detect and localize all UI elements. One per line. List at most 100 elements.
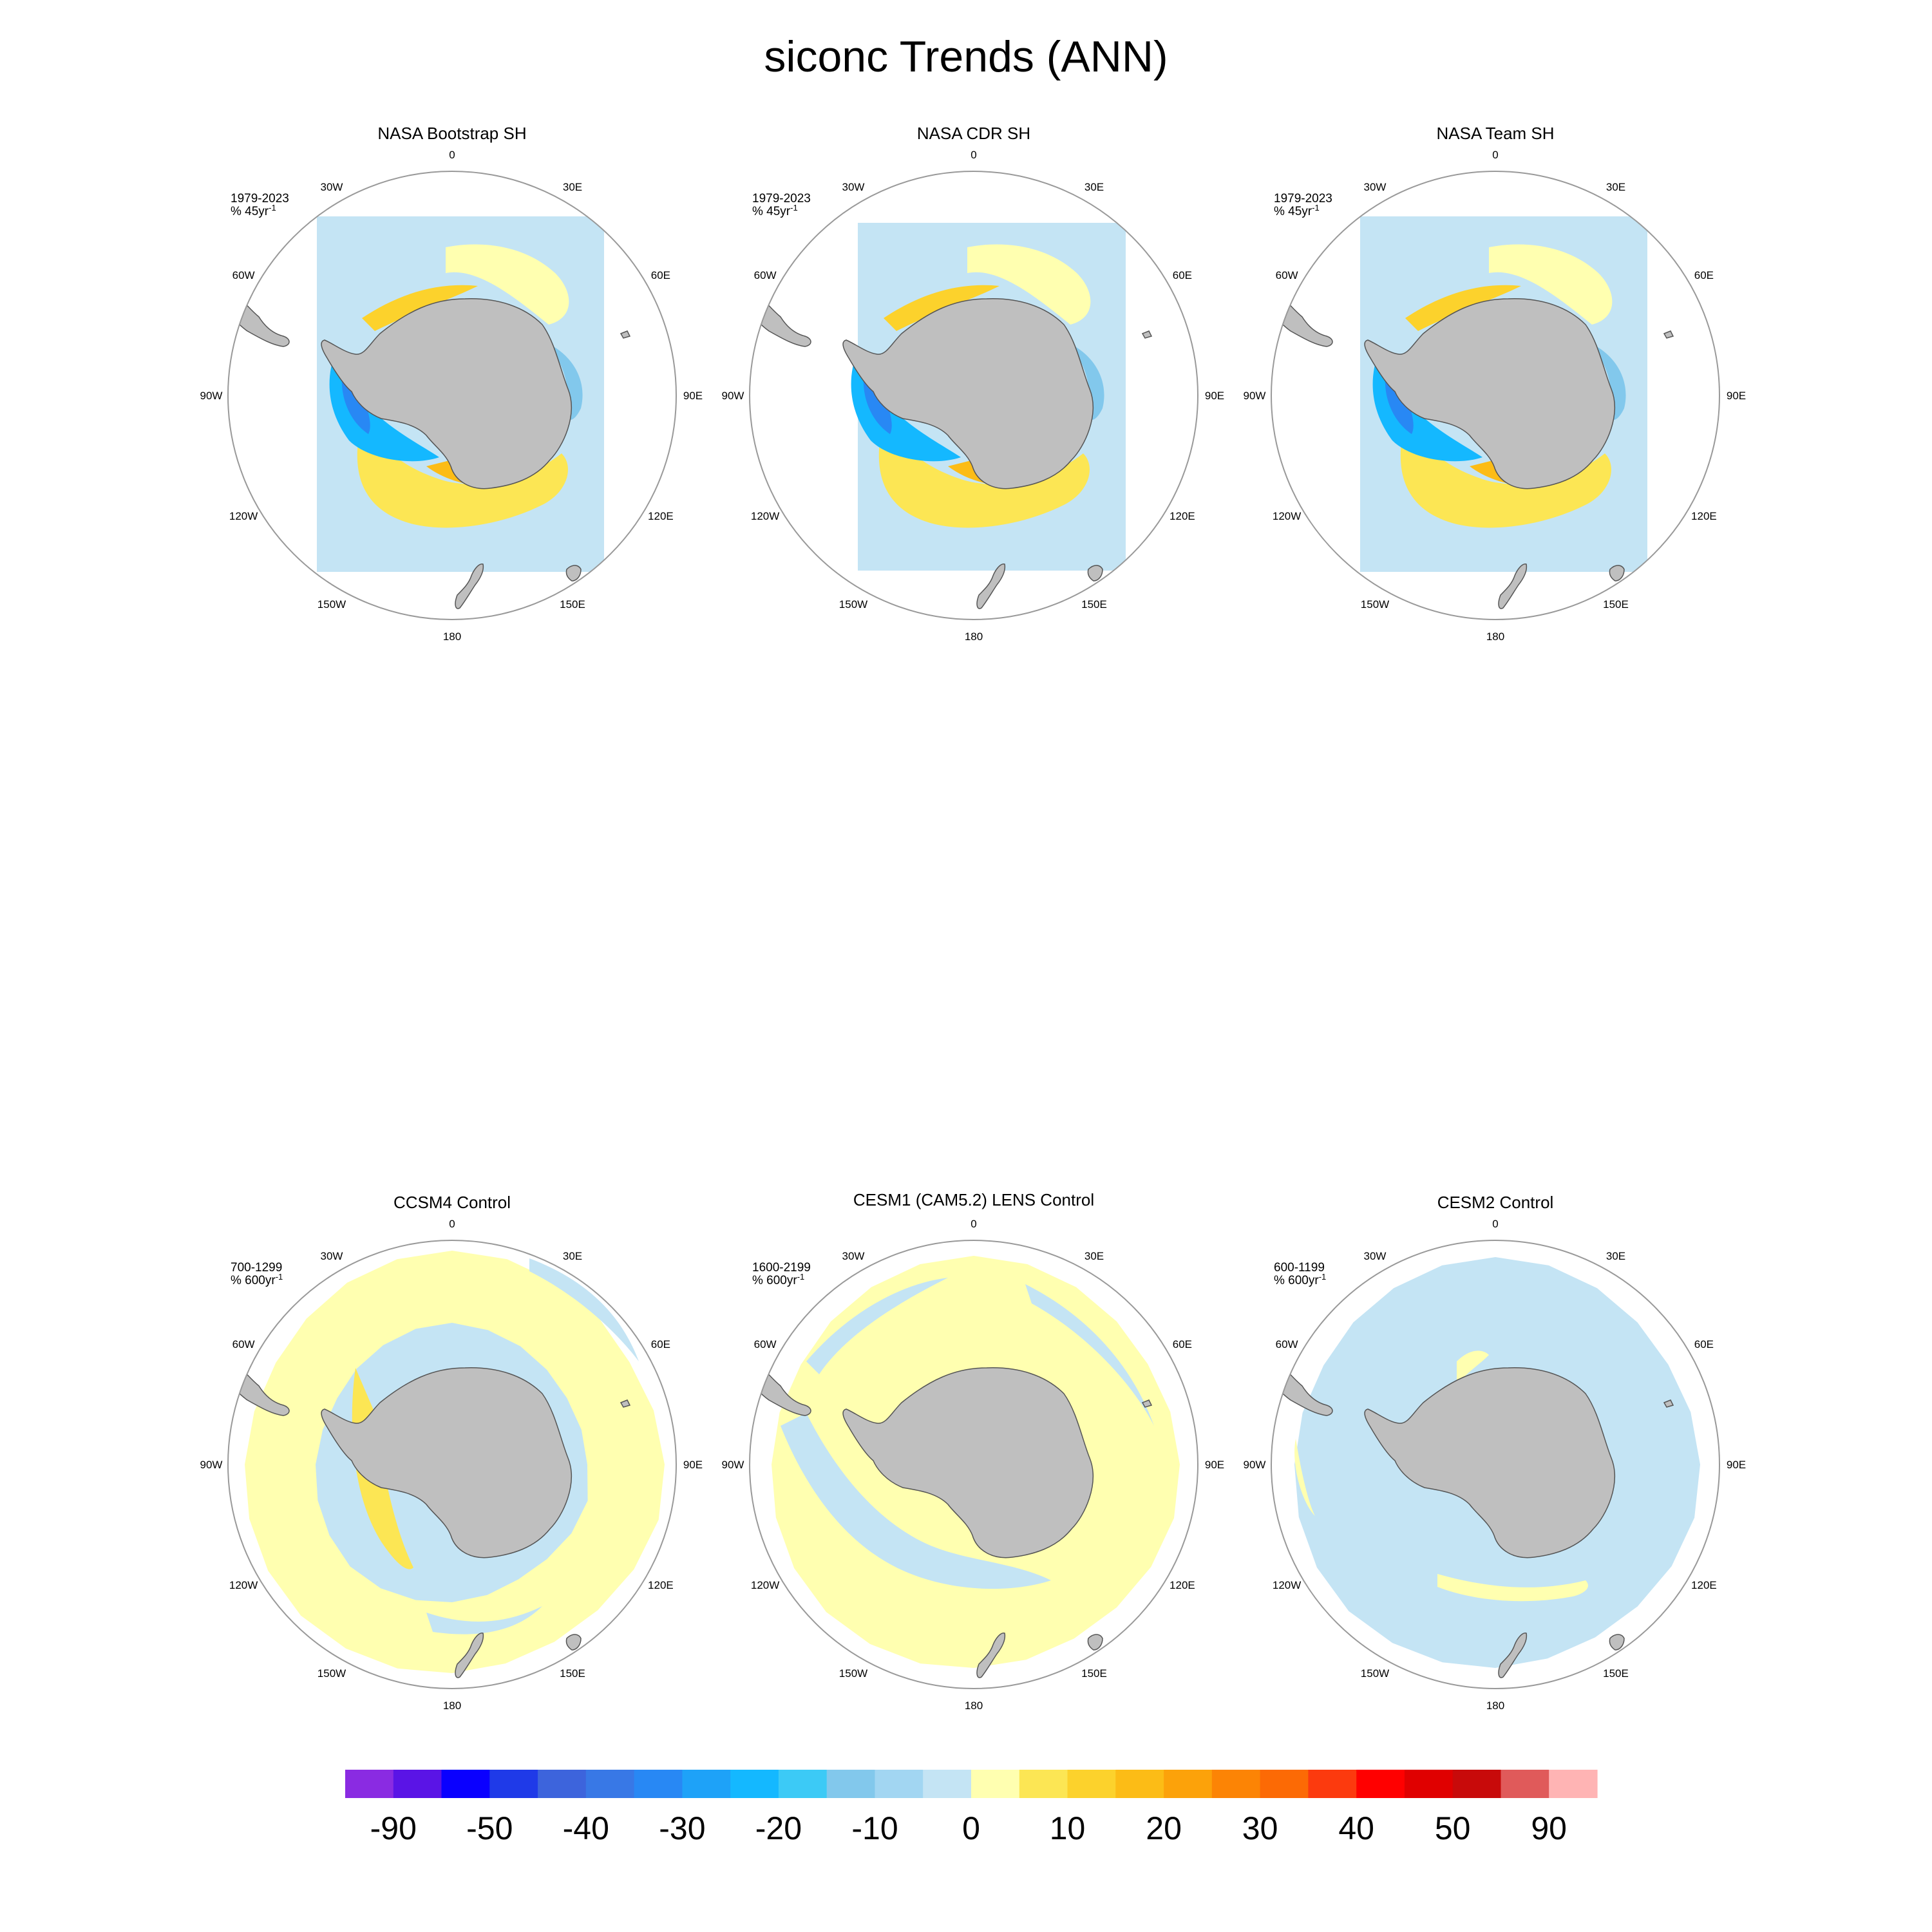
lon-label: 180 xyxy=(1486,1700,1504,1712)
negative-region xyxy=(781,1413,1051,1589)
figure-title: siconc Trends (ANN) xyxy=(764,32,1168,81)
lon-label: 0 xyxy=(449,149,455,161)
negative-region xyxy=(806,1278,948,1374)
map-boundary xyxy=(1271,171,1720,620)
positive-region xyxy=(878,421,1090,528)
lon-label: 90W xyxy=(200,1459,223,1471)
negative-region xyxy=(426,1606,542,1634)
lon-label: 120E xyxy=(648,510,674,522)
lon-label: 60W xyxy=(1276,269,1298,281)
units-exponent: -1 xyxy=(276,1272,283,1282)
lon-label: 60E xyxy=(1694,269,1714,281)
lon-label: 30E xyxy=(1084,181,1104,193)
lon-label: 180 xyxy=(443,630,461,643)
colorbar-swatch xyxy=(1549,1770,1598,1798)
positive-region xyxy=(357,421,568,528)
lon-label: 60W xyxy=(232,1338,255,1350)
trend-field xyxy=(750,1256,1180,1678)
tasmania-land xyxy=(1609,1634,1625,1651)
lon-label: 60W xyxy=(754,269,777,281)
units-exponent: -1 xyxy=(269,203,276,213)
colorbar-swatch xyxy=(971,1770,1020,1798)
trend-field xyxy=(228,1251,665,1678)
lon-label: 30W xyxy=(842,1250,865,1262)
negative-region xyxy=(529,1258,639,1361)
map-panel-3: 0 30E 60E 90E 120E 150E 180 150W 120W 90W 60W 30W NA… xyxy=(1244,124,1747,643)
negative-region xyxy=(1025,1284,1154,1426)
negative-region xyxy=(1592,344,1626,421)
negative-region xyxy=(549,344,583,421)
colorbar-swatch xyxy=(875,1770,923,1798)
period-label: 600-1199 xyxy=(1274,1261,1325,1274)
lon-label: 0 xyxy=(1492,149,1498,161)
period-label: 1979-2023 xyxy=(752,192,811,205)
units-label: % 45yr-1 xyxy=(231,203,276,218)
lon-label: 120E xyxy=(648,1579,674,1591)
lon-label: 150W xyxy=(317,1667,346,1680)
lon-label: 60W xyxy=(754,1338,777,1350)
colorbar-swatch xyxy=(538,1770,587,1798)
lon-label: 60W xyxy=(232,269,255,281)
trend-field xyxy=(1271,216,1674,609)
lon-label: 120E xyxy=(1170,510,1195,522)
lon-label: 150W xyxy=(839,598,867,611)
lon-label: 120W xyxy=(229,1579,258,1591)
period-label: 1600-2199 xyxy=(752,1261,811,1274)
units-label: % 45yr-1 xyxy=(1274,203,1320,218)
colorbar-tick-label: -90 xyxy=(370,1810,417,1846)
lon-label: 120E xyxy=(1691,510,1717,522)
colorbar-swatch xyxy=(1260,1770,1309,1798)
colorbar-swatch xyxy=(1404,1770,1454,1798)
lon-label: 120W xyxy=(1273,510,1301,522)
panel-title: NASA Bootstrap SH xyxy=(377,124,526,143)
colorbar-tick-label: -50 xyxy=(466,1810,513,1846)
positive-region xyxy=(446,244,569,325)
colorbar-swatch xyxy=(730,1770,779,1798)
tasmania-land xyxy=(1609,565,1625,582)
lon-label: 120E xyxy=(1691,1579,1717,1591)
units-exponent: -1 xyxy=(1312,203,1320,213)
kerguelen-land xyxy=(1663,330,1674,339)
units-label: % 45yr-1 xyxy=(752,203,798,218)
units-exponent: -1 xyxy=(797,1272,805,1282)
period-label: 700-1299 xyxy=(231,1261,282,1274)
colorbar-tick-label: -30 xyxy=(659,1810,705,1846)
negative-region xyxy=(329,350,439,462)
colorbar-swatch xyxy=(1067,1770,1116,1798)
tasmania-land xyxy=(565,1634,582,1651)
units-exponent: -1 xyxy=(790,203,798,213)
lon-label: 120W xyxy=(229,510,258,522)
lon-label: 150W xyxy=(1361,598,1389,611)
lon-label: 120W xyxy=(751,1579,779,1591)
lon-label: 90W xyxy=(200,390,223,402)
lon-label: 60E xyxy=(1173,1338,1192,1350)
lon-label: 120E xyxy=(1170,1579,1195,1591)
lon-label: 120W xyxy=(751,510,779,522)
lon-label: 90E xyxy=(1205,1459,1224,1471)
lon-label: 150E xyxy=(1081,1667,1107,1680)
colorbar-swatch xyxy=(1211,1770,1261,1798)
lon-label: 0 xyxy=(971,1218,976,1230)
trend-field xyxy=(228,216,630,609)
trend-field xyxy=(1271,1257,1700,1678)
trend-field xyxy=(750,223,1152,609)
colorbar-swatch xyxy=(1164,1770,1213,1798)
map-panel-5: 0 30E 60E 90E 120E 150E 180 150W 120W 90W 60W 30W CE… xyxy=(722,1190,1225,1712)
positive-region xyxy=(1294,1439,1315,1516)
kerguelen-land xyxy=(620,330,630,339)
colorbar-swatch xyxy=(1308,1770,1357,1798)
lon-label: 150E xyxy=(1603,1667,1629,1680)
colorbar-swatch xyxy=(778,1770,828,1798)
lon-label: 30W xyxy=(1364,181,1387,193)
lon-label: 30W xyxy=(321,181,343,193)
new-zealand-land xyxy=(976,563,1006,609)
colorbar-swatch xyxy=(393,1770,442,1798)
lon-label: 60E xyxy=(651,269,670,281)
lon-label: 30W xyxy=(1364,1250,1387,1262)
colorbar-tick-label: 50 xyxy=(1435,1810,1471,1846)
south-america-land xyxy=(1271,296,1333,347)
panel-title: CESM1 (CAM5.2) LENS Control xyxy=(853,1190,1094,1209)
negative-region xyxy=(1372,350,1482,462)
map-boundary xyxy=(227,171,677,620)
